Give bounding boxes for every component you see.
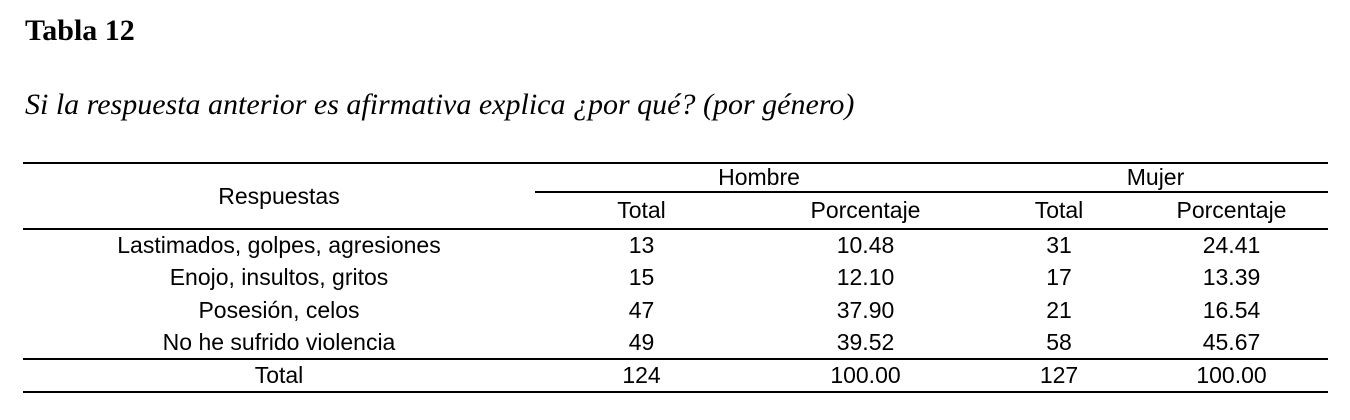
table-row: No he sufrido violencia 49 39.52 58 45.6… bbox=[23, 326, 1329, 360]
table-caption: Si la respuesta anterior es afirmativa e… bbox=[25, 88, 855, 121]
cell-hombre-total: 15 bbox=[628, 264, 655, 291]
column-header-mujer-porcentaje: Porcentaje bbox=[1135, 192, 1329, 230]
cell-hombre-porcentaje: 39.52 bbox=[748, 326, 983, 360]
total-mujer-total: 127 bbox=[983, 359, 1135, 393]
total-hombre-porcentaje: 100.00 bbox=[748, 359, 983, 393]
total-row: Total 124 100.00 127 100.00 bbox=[23, 359, 1329, 393]
cell-mujer-total: 31 bbox=[1046, 232, 1072, 259]
total-mujer-porcentaje: 100.00 bbox=[1135, 359, 1329, 393]
cell-hombre-porcentaje: 12.10 bbox=[836, 264, 895, 291]
row-label: Lastimados, golpes, agresiones bbox=[117, 232, 441, 259]
total-hombre-total: 124 bbox=[535, 359, 748, 393]
column-group-mujer: Mujer bbox=[983, 163, 1329, 193]
cell-hombre-porcentaje: 37.90 bbox=[836, 296, 895, 323]
cell-mujer-total: 21 bbox=[1046, 296, 1072, 323]
header-group-row: Respuestas Hombre Mujer bbox=[23, 163, 1329, 230]
cell-hombre-total: 49 bbox=[535, 326, 748, 360]
cell-hombre-porcentaje: 10.48 bbox=[836, 232, 895, 259]
table-row: Posesión, celos 47 37.90 21 16.54 bbox=[23, 294, 1328, 327]
cell-mujer-total: 17 bbox=[1046, 264, 1072, 291]
cell-mujer-porcentaje: 45.67 bbox=[1135, 326, 1329, 360]
table-row: Enojo, insultos, gritos 15 12.10 17 13.3… bbox=[23, 262, 1328, 295]
cell-mujer-porcentaje: 16.54 bbox=[1202, 296, 1261, 323]
results-table: Respuestas Hombre Mujer Total Porcentaje… bbox=[23, 162, 1329, 393]
cell-hombre-total: 13 bbox=[628, 232, 655, 259]
column-header-hombre-porcentaje: Porcentaje bbox=[748, 192, 983, 230]
cell-hombre-total: 47 bbox=[628, 296, 655, 323]
column-header-mujer-total: Total bbox=[983, 192, 1135, 230]
column-header-hombre-total: Total bbox=[535, 192, 748, 230]
row-label: Enojo, insultos, gritos bbox=[169, 264, 389, 291]
cell-mujer-total: 58 bbox=[983, 326, 1135, 360]
table-row: Lastimados, golpes, agresiones 13 10.48 … bbox=[23, 229, 1328, 262]
cell-mujer-porcentaje: 24.41 bbox=[1202, 232, 1261, 259]
header-sub-row: Total Porcentaje Total Porcentaje bbox=[23, 192, 1329, 230]
column-group-hombre: Hombre bbox=[535, 163, 983, 193]
column-header-respuestas: Respuestas bbox=[23, 163, 535, 230]
total-row-label: Total bbox=[23, 359, 535, 393]
row-label: Posesión, celos bbox=[198, 296, 360, 323]
cell-mujer-porcentaje: 13.39 bbox=[1202, 264, 1261, 291]
row-label: No he sufrido violencia bbox=[23, 326, 535, 360]
table-number-title: Tabla 12 bbox=[25, 14, 135, 47]
